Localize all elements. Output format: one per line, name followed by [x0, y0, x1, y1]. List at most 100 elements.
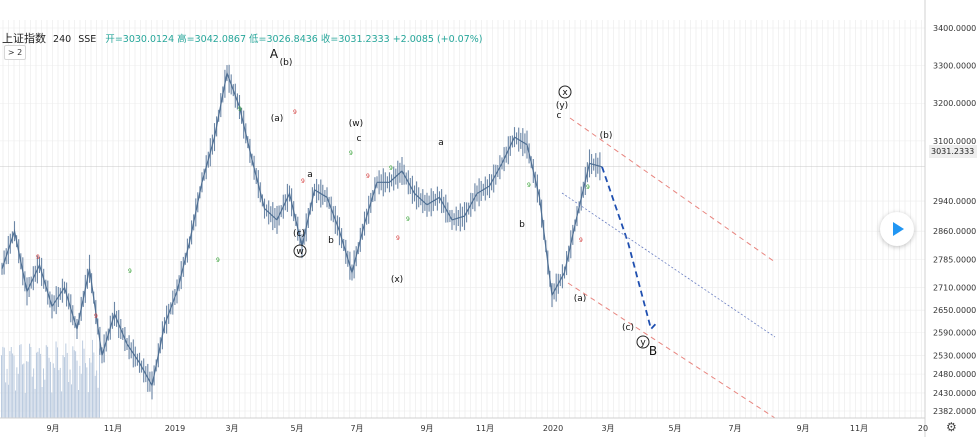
count-marker: 9: [293, 109, 297, 116]
volume-bar: [69, 369, 71, 418]
volume-bar: [30, 347, 32, 418]
x-tick-label: 2019: [165, 424, 185, 433]
wave-label-w-circle-ring: [293, 244, 307, 258]
x-tick-label: 7月: [728, 424, 741, 433]
wave-label-c-paren-2: (c): [622, 323, 634, 333]
volume-bar: [64, 357, 65, 418]
count-marker: 9: [527, 182, 531, 189]
volume-bar: [66, 352, 68, 418]
volume-bar: [82, 340, 84, 418]
x-tick-label: 2020: [543, 424, 563, 433]
wave-label-b-paren-2: (b): [600, 131, 613, 141]
x-tick-label: 9月: [420, 424, 433, 433]
channel-mid-line: [561, 192, 776, 338]
volume-bar: [62, 355, 64, 418]
wave-label-c-paren: (c): [293, 229, 305, 239]
volume-bar: [44, 379, 46, 418]
volume-bar: [75, 351, 77, 418]
wave-label-A: A: [270, 47, 279, 61]
volume-bar: [55, 341, 57, 418]
volume-bar: [38, 348, 40, 418]
timeframe[interactable]: 240: [53, 34, 72, 45]
wave-label-y-circle: y: [640, 338, 646, 348]
volume-bar: [47, 346, 49, 418]
volume-bar: [90, 362, 92, 418]
volume-bar: [80, 373, 82, 418]
wave-label-b-2: b: [519, 220, 525, 230]
volume-bar: [92, 339, 93, 418]
play-icon: [893, 222, 904, 236]
symbol-name[interactable]: 上证指数: [2, 32, 46, 45]
wave-label-x-paren: (x): [391, 275, 403, 285]
wave-label-w-paren: (w): [349, 119, 363, 129]
volume-bar: [5, 382, 7, 418]
volume-bar: [96, 370, 98, 418]
chart-header: 上证指数 240 SSE 开=3030.0124 高=3042.0867 低=3…: [2, 30, 483, 46]
count-marker: 9: [396, 235, 400, 242]
volume-bar: [16, 367, 18, 418]
volume-bar: [8, 384, 9, 418]
indicator-collapse-button[interactable]: > 2: [4, 45, 26, 60]
y-tick-label: 2480.0000: [933, 370, 976, 379]
x-tick-label: 9月: [796, 424, 809, 433]
y-tick-label: 2650.0000: [933, 306, 976, 315]
volume-bar: [72, 346, 74, 418]
price-line: [1, 70, 603, 388]
volume-bar: [33, 368, 35, 418]
volume-bar: [36, 352, 37, 418]
x-tick-label: 5月: [290, 424, 303, 433]
y-tick-label: 2590.0000: [933, 329, 976, 338]
last-price-label: 3031.2333: [929, 145, 977, 158]
volume-bar: [45, 345, 47, 418]
volume-bar: [15, 390, 16, 418]
gear-icon[interactable]: ⚙: [946, 420, 957, 434]
replay-button[interactable]: [880, 212, 914, 246]
volume-bar: [40, 353, 42, 418]
count-marker: 9: [301, 178, 305, 185]
count-marker: 9: [128, 268, 132, 275]
y-tick-label: 2430.0000: [933, 389, 976, 398]
volume-bar: [94, 375, 96, 418]
count-marker: 9: [586, 184, 590, 191]
volume-bar: [24, 392, 26, 418]
volume-bar: [2, 346, 4, 418]
volume-bar: [3, 347, 5, 418]
y-tick-label: 2530.0000: [933, 351, 976, 360]
volume-bar: [31, 376, 33, 418]
y-tick-label: 3300.0000: [933, 62, 976, 71]
x-tick-label: 20: [918, 424, 928, 433]
volume-bar: [58, 370, 60, 418]
x-tick-label: 11月: [104, 424, 122, 433]
volume-bar: [83, 348, 85, 418]
y-tick-label: 3400.0000: [933, 24, 976, 33]
volume-bar: [59, 367, 61, 418]
x-tick-label: 11月: [476, 424, 494, 433]
x-tick-label: 3月: [225, 424, 238, 433]
volume-bar: [34, 388, 36, 418]
channel-upper-line: [569, 117, 776, 263]
volume-bar: [85, 363, 86, 418]
count-marker: 9: [389, 165, 393, 172]
volume-bar: [23, 363, 25, 418]
y-tick-label: 2785.0000: [933, 255, 976, 264]
y-tick-label: 2382.0000: [933, 407, 976, 416]
volume-bar: [93, 352, 95, 418]
volume-bar: [71, 384, 72, 418]
ohlc-values: 开=3030.0124 高=3042.0867 低=3026.8436 收=30…: [105, 34, 483, 45]
volume-bar: [89, 358, 91, 418]
wave-label-b-paren: (b): [280, 58, 293, 68]
volume-bar: [87, 392, 89, 418]
y-tick-label: 3100.0000: [933, 137, 976, 146]
volume-bar: [41, 387, 43, 418]
volume-bar: [78, 390, 79, 418]
volume-bar: [68, 382, 70, 418]
volume-bar: [6, 368, 8, 418]
wave-label-x-circle: x: [562, 88, 568, 98]
volume-bar: [43, 368, 44, 418]
volume-bar: [52, 363, 54, 418]
y-tick-label: 2940.0000: [933, 197, 976, 206]
volume-bar: [73, 350, 75, 418]
volume-bar: [19, 345, 21, 418]
